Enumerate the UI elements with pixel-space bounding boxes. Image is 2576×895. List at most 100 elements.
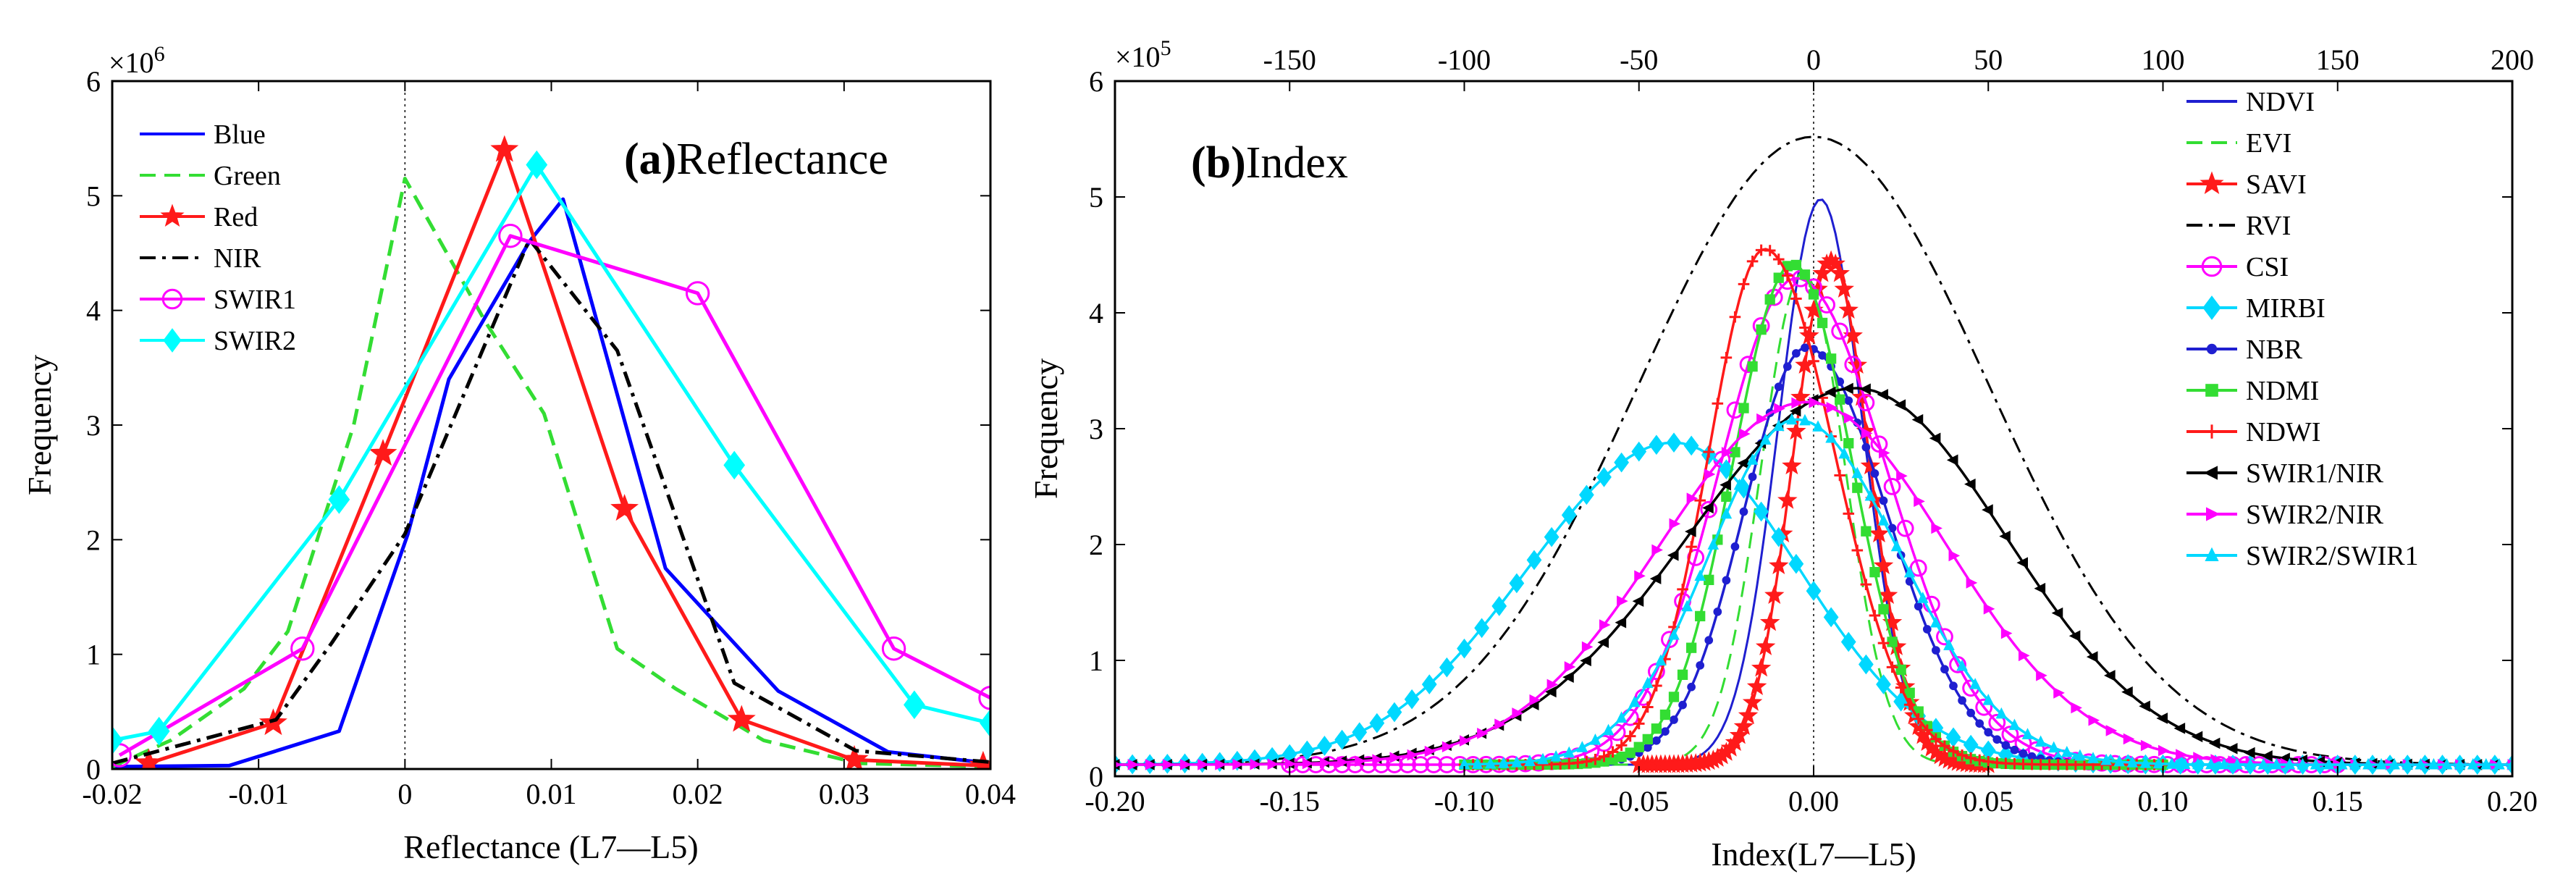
- panel-a-point-swir1: [881, 636, 906, 661]
- panel-b-point-swir1-nir: [1667, 550, 1679, 561]
- panel-b-point-swir2-swir1: [2139, 757, 2152, 768]
- panel-b-point-swir2-nir: [1686, 492, 1699, 505]
- panel-b-point-ndwi: [1607, 746, 1619, 758]
- panel-b-point-swir2-nir: [1180, 759, 1192, 770]
- panel-b-legend-marker: [2200, 171, 2224, 195]
- panel-a-point-red: [969, 750, 990, 769]
- panel-b-point-swir2-nir: [1424, 745, 1436, 757]
- panel-a-legend-marker: [163, 328, 182, 353]
- panel-b-point-swir2-nir: [1250, 758, 1262, 770]
- panel-b-legend-item: SWIR1/NIR: [2186, 458, 2384, 489]
- panel-b-point-swir2-swir1: [1576, 741, 1588, 752]
- panel-b-point-swir2-swir1: [2454, 757, 2466, 770]
- panel-a-series-red: [135, 135, 990, 769]
- panel-a-point-swir2: [980, 708, 990, 738]
- panel-a-y-tick-label: 3: [86, 409, 101, 442]
- panel-b-x-tick-label: 0.15: [2312, 785, 2363, 818]
- panel-b-point-swir2-nir: [1669, 518, 1681, 530]
- panel-b-point-swir2-swir1: [2428, 757, 2440, 770]
- panel-a-point-red: [610, 494, 639, 521]
- panel-b-point-nbr: [2001, 741, 2011, 750]
- panel-b-legend-label: NBR: [2246, 335, 2303, 365]
- panel-b-point-ndmi: [1642, 734, 1653, 745]
- panel-b-point-swir2-nir: [2105, 725, 2118, 736]
- panel-a-y-tick-label: 5: [86, 180, 101, 212]
- panel-a-legend-marker: [161, 288, 183, 310]
- panel-b-point-swir2-nir: [1232, 758, 1244, 770]
- panel-b-legend: NDVI EVI SAVI RVI CSI MIRBI NBR NDMI NDWI SWIR1/N…: [2186, 87, 2419, 571]
- panel-b-point-swir2-swir1: [1864, 489, 1877, 501]
- panel-b-point-swir2-swir1: [2126, 756, 2139, 768]
- panel-b-point-ndmi: [1835, 394, 1845, 405]
- panel-a-point-red: [369, 439, 397, 466]
- panel-b-point-swir1-nir: [1964, 478, 1976, 490]
- panel-b-point-swir2-nir: [2071, 702, 2082, 714]
- panel-b-point-swir2-swir1: [1497, 757, 1510, 768]
- panel-b-point-swir2-nir: [1127, 759, 1140, 770]
- panel-a-line-nir: [112, 238, 990, 765]
- panel-b-point-csi: [1936, 628, 1953, 646]
- panel-b-point-ndmi: [1659, 709, 1671, 720]
- panel-b-point-mirbi: [1649, 434, 1664, 455]
- panel-b-point-swir1-nir: [1562, 671, 1574, 683]
- panel-b-point-nbr: [1696, 661, 1705, 670]
- panel-b-point-swir2-swir1: [2493, 757, 2505, 770]
- panel-b-point-swir2-swir1: [2415, 757, 2427, 770]
- panel-b-point-ndwi: [1877, 637, 1890, 649]
- panel-b-point-ndwi: [1764, 245, 1776, 256]
- panel-b-point-swir2-nir: [1337, 756, 1349, 768]
- panel-b-point-ndwi: [1860, 579, 1872, 590]
- panel-b-point-swir2-swir1: [1903, 566, 1916, 578]
- panel-a-legend-item: Red: [140, 202, 258, 232]
- panel-b-point-swir1-nir: [2208, 737, 2221, 749]
- panel-b-point-swir2-nir: [2036, 670, 2047, 681]
- panel-b-point-swir1-nir: [2121, 686, 2133, 698]
- panel-b-point-swir2-nir: [1441, 741, 1454, 753]
- panel-b-point-ndmi: [1773, 272, 1784, 283]
- panel-b-point-ndmi: [1668, 692, 1680, 702]
- panel-b-point-mirbi: [1474, 618, 1489, 639]
- panel-b-point-swir2-nir: [2000, 627, 2013, 639]
- panel-a-point-swir2: [148, 716, 170, 746]
- panel-b-point-swir1-nir: [1632, 595, 1644, 608]
- panel-b-point-ndwi: [1895, 681, 1907, 694]
- panel-b-point-swir1-nir: [1999, 530, 2011, 542]
- panel-b-point-ndwi: [1930, 733, 1942, 745]
- panel-a-y-tick-label: 0: [86, 753, 101, 786]
- panel-a-x-axis-label: Reflectance (L7—L5): [403, 828, 698, 865]
- panel-b-point-csi: [1922, 595, 1940, 613]
- panel-a-point-swir2: [112, 726, 123, 755]
- panel-a-ticks: -0.02 -0.01 0 0.01 0.02 0.03 0.04 0 1 2 3 4 5 6: [82, 65, 1016, 810]
- panel-b-point-swir2-nir: [2210, 754, 2222, 765]
- panel-b-point-swir2-nir: [1115, 761, 1122, 768]
- panel-b-point-nbr: [1914, 602, 1923, 611]
- panel-a-x-tick-label: 0.02: [673, 778, 723, 810]
- panel-b-point-mirbi: [1369, 713, 1385, 734]
- panel-b-point-ndmi: [1685, 642, 1697, 653]
- panel-b-point-mirbi: [1491, 596, 1507, 616]
- panel-b-point-swir2-swir1: [1772, 419, 1785, 432]
- panel-b-point-swir2-nir: [1739, 428, 1751, 440]
- panel-b-point-swir2-swir1: [1537, 752, 1549, 765]
- panel-b-point-savi: [1786, 421, 1806, 440]
- panel-b-point-csi: [1909, 559, 1927, 577]
- panel-b-point-csi: [1425, 756, 1443, 773]
- panel-b-point-swir2-nir: [1879, 447, 1890, 459]
- panel-b-point-ndwi: [1642, 701, 1654, 713]
- panel-b-point-swir2-swir1: [1943, 639, 1955, 650]
- panel-b-y-tick-label: 5: [1089, 181, 1103, 214]
- panel-b-point-swir2-nir: [1494, 718, 1506, 731]
- panel-b-point-swir2-nir: [2193, 752, 2205, 763]
- panel-b-point-csi: [1333, 756, 1351, 773]
- panel-b-point-swir2-nir: [1407, 749, 1419, 761]
- panel-b-top-x-tick-label: 200: [2491, 43, 2534, 76]
- panel-a-series-nir: [112, 238, 990, 765]
- panel-b-top-x-tick-label: 0: [1806, 43, 1821, 76]
- panel-b-point-swir2-nir: [1581, 641, 1594, 653]
- panel-a-point-swir2: [526, 150, 548, 180]
- panel-b-point-swir2-swir1: [2034, 735, 2047, 747]
- panel-b-point-swir2-nir: [1162, 759, 1174, 770]
- panel-b-point-swir2-nir: [1267, 758, 1279, 770]
- panel-b-point-swir1-nir: [1877, 389, 1888, 400]
